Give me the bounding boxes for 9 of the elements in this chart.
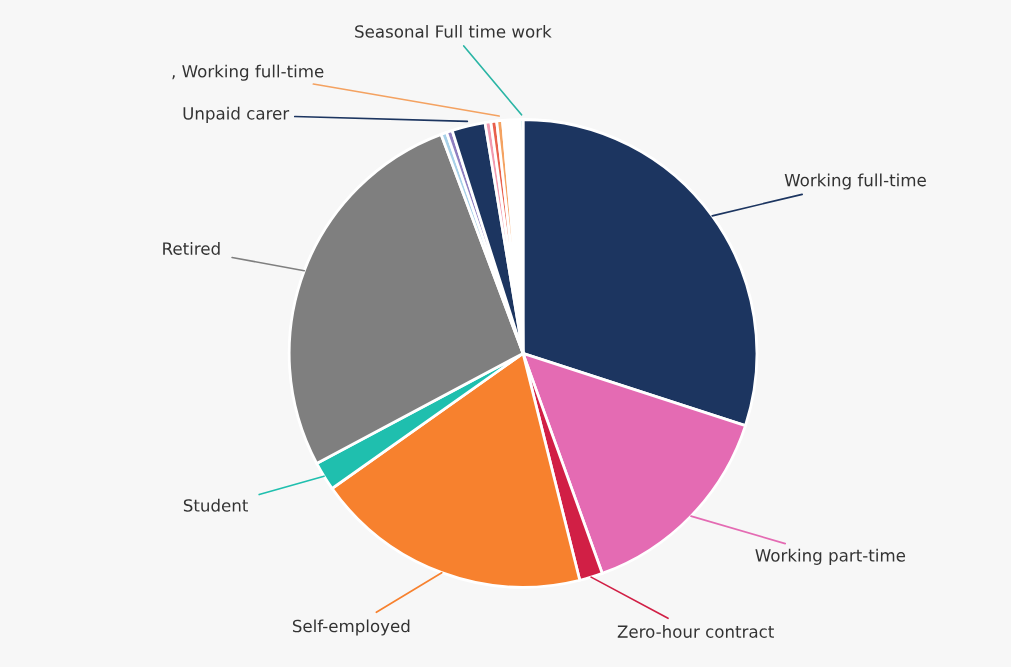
slice-label: Retired	[163, 241, 220, 255]
slice-label: Self-employed	[292, 619, 410, 636]
slice-label: Unpaid carer	[183, 106, 290, 123]
slice-label: , Working full-time	[172, 64, 324, 81]
slice-label: Seasonal Full time work	[355, 24, 552, 38]
slice-label: Student	[183, 498, 248, 512]
slice-label: Working part-time	[755, 548, 906, 565]
slice-label: Zero-hour contract	[617, 625, 774, 638]
slice-label: Working full-time	[784, 173, 926, 190]
